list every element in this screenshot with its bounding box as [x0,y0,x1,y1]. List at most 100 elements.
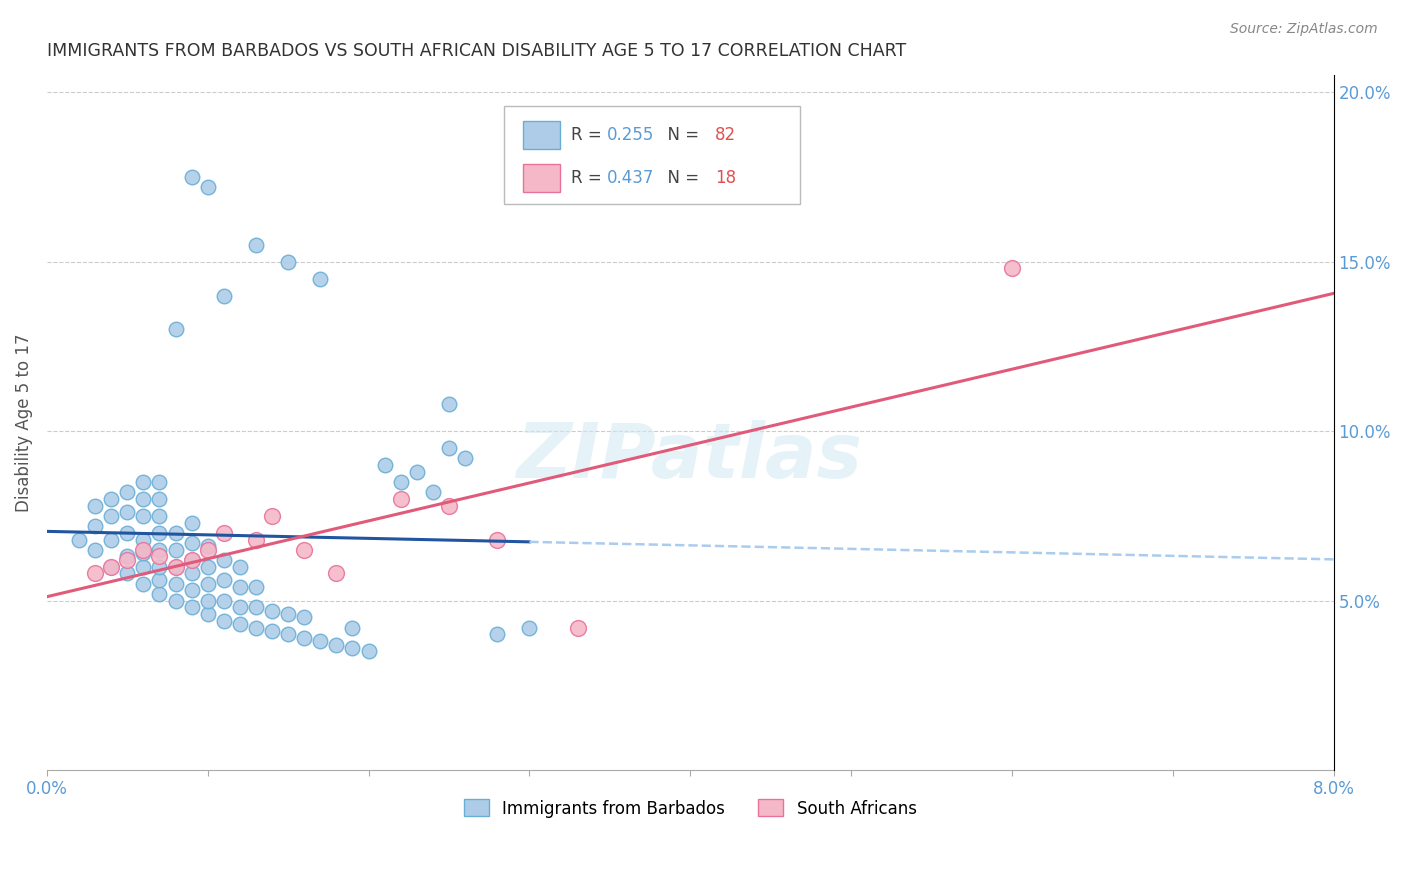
Point [148,491,170,506]
Point [100,533,122,547]
FancyBboxPatch shape [523,121,561,149]
Point [84,566,107,581]
Point [277,627,299,641]
Point [165,542,187,557]
Text: N =: N = [657,169,704,186]
Point [277,254,299,268]
Point [148,573,170,587]
Point [262,508,284,523]
Point [180,553,202,567]
Point [165,559,187,574]
Point [422,485,444,500]
Point [262,624,284,638]
Point [165,322,187,336]
FancyBboxPatch shape [503,106,800,203]
Point [212,525,235,540]
Y-axis label: Disability Age 5 to 17: Disability Age 5 to 17 [15,334,32,512]
Text: IMMIGRANTS FROM BARBADOS VS SOUTH AFRICAN DISABILITY AGE 5 TO 17 CORRELATION CHA: IMMIGRANTS FROM BARBADOS VS SOUTH AFRICA… [46,42,905,60]
Point [117,525,139,540]
Point [132,533,155,547]
Point [100,508,122,523]
Point [437,441,460,455]
Text: 18: 18 [714,169,735,186]
Point [245,621,267,635]
Point [454,451,477,466]
Point [229,559,252,574]
Point [245,533,267,547]
Point [309,634,332,648]
Point [67,533,90,547]
Point [197,559,219,574]
Text: Source: ZipAtlas.com: Source: ZipAtlas.com [1230,22,1378,37]
Text: R =: R = [571,127,606,145]
Point [486,533,509,547]
Point [180,169,202,184]
Point [180,583,202,598]
Point [132,546,155,560]
Text: 0.437: 0.437 [606,169,654,186]
Text: R =: R = [571,169,606,186]
Point [277,607,299,621]
Point [486,627,509,641]
Point [212,553,235,567]
Point [245,580,267,594]
Point [132,475,155,489]
Point [374,458,396,472]
Point [292,542,315,557]
Point [132,491,155,506]
Point [197,593,219,607]
Point [148,559,170,574]
Point [165,559,187,574]
Text: 82: 82 [714,127,735,145]
Point [229,617,252,632]
Point [245,237,267,252]
FancyBboxPatch shape [523,164,561,192]
Point [148,475,170,489]
Point [197,180,219,194]
Point [245,600,267,615]
Point [100,491,122,506]
Point [100,559,122,574]
Point [165,576,187,591]
Point [437,397,460,411]
Point [292,631,315,645]
Point [197,539,219,553]
Point [229,600,252,615]
Point [165,525,187,540]
Point [100,559,122,574]
Point [165,593,187,607]
Point [148,508,170,523]
Point [117,553,139,567]
Text: N =: N = [657,127,704,145]
Point [84,519,107,533]
Point [180,600,202,615]
Point [567,621,589,635]
Point [292,610,315,624]
Point [389,475,412,489]
Point [84,542,107,557]
Point [148,542,170,557]
Point [1001,261,1024,276]
Point [180,536,202,550]
Point [212,288,235,302]
Point [357,644,380,658]
Point [389,491,412,506]
Point [148,525,170,540]
Point [148,549,170,564]
Point [519,621,541,635]
Point [197,542,219,557]
Point [197,576,219,591]
Point [148,587,170,601]
Point [262,604,284,618]
Point [180,553,202,567]
Point [117,549,139,564]
Point [180,566,202,581]
Point [342,621,364,635]
Point [229,580,252,594]
Point [117,566,139,581]
Point [132,559,155,574]
Point [84,499,107,513]
Point [117,485,139,500]
Point [212,573,235,587]
Text: ZIPatlas: ZIPatlas [517,420,863,494]
